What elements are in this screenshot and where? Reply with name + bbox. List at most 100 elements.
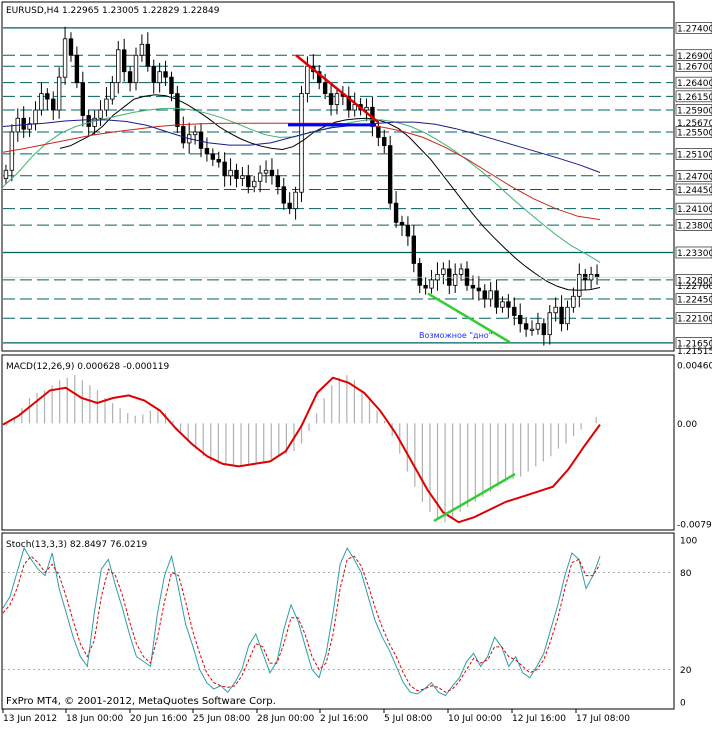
candle-body: [163, 71, 168, 78]
time-axis-label: 10 Jul 00:00: [448, 714, 502, 724]
candle-body: [51, 98, 56, 111]
candle-body: [470, 284, 476, 289]
candle-body: [506, 301, 511, 308]
price-axis-label: 1.26150: [677, 93, 712, 103]
candle-body: [364, 106, 369, 111]
candle-body: [252, 180, 257, 188]
candle-body: [86, 115, 91, 127]
price-axis-label: 1.22450: [677, 296, 712, 306]
candle-body: [571, 295, 576, 308]
candle-body: [181, 126, 186, 144]
price-label-box: [675, 90, 712, 103]
time-axis-label: 28 Jun 00:00: [257, 714, 314, 724]
candle-body: [80, 82, 85, 116]
price-label-box: [675, 246, 712, 259]
candle-body: [529, 328, 535, 331]
candle-body: [263, 169, 269, 174]
price-label-box: [675, 60, 712, 73]
candle-body: [535, 323, 541, 330]
candle-body: [74, 54, 80, 84]
candle-body: [393, 202, 399, 223]
green-support-trendline: [427, 292, 511, 344]
time-axis-label: 18 Jun 00:00: [66, 714, 123, 724]
candle-body: [139, 43, 145, 56]
time-axis-label: 20 Jun 16:00: [130, 714, 187, 724]
candle-body: [21, 117, 26, 130]
price-axis-label: 1.22800: [677, 276, 712, 286]
price-axis-label: 1.24450: [677, 186, 712, 196]
candle-body: [151, 65, 156, 84]
macd-axis-label: 0.00460: [677, 362, 712, 372]
candle-body: [121, 49, 127, 73]
candle-body: [169, 76, 174, 95]
macd-panel-frame: [1, 354, 675, 531]
candle-body: [56, 76, 62, 111]
stoch-panel-frame: [1, 532, 675, 710]
price-axis-label: 1.27400: [677, 24, 712, 34]
candle-body: [429, 279, 434, 289]
candle-body: [594, 273, 600, 278]
candle-body: [299, 93, 304, 193]
candle-body: [553, 306, 558, 314]
candle-body: [382, 137, 387, 147]
candle-body: [45, 93, 50, 100]
stoch-header: Stoch(13,3,3) 82.8497 76.0219: [6, 540, 147, 550]
copyright: FxPro MT4, © 2001-2012, MetaQuotes Softw…: [6, 696, 276, 707]
macd-header: MACD(12,26,9) 0.000628 -0.000119: [6, 362, 169, 372]
price-axis-label: 1.26700: [677, 63, 712, 73]
time-axis-label: 12 Jul 16:00: [512, 714, 566, 724]
candle-body: [216, 158, 221, 163]
candle-body: [281, 186, 286, 204]
candle-body: [68, 38, 74, 56]
price-label-box: [675, 148, 712, 160]
price-label-box: [675, 183, 712, 196]
price-label-box: [675, 126, 712, 138]
price-axis-label: 1.23300: [677, 249, 712, 259]
candle-body: [133, 54, 139, 84]
candle-body: [293, 191, 298, 210]
candle-body: [98, 109, 103, 119]
candle-body: [328, 93, 334, 105]
candle-body: [222, 161, 227, 177]
candle-body: [246, 175, 251, 188]
stoch-panel: 100 80 20 0: [2, 537, 697, 709]
time-axis-label: 17 Jul 08:00: [576, 714, 630, 724]
candle-body: [577, 273, 582, 297]
candle-body: [33, 109, 38, 125]
macd-green-trendline: [433, 472, 516, 523]
candle-body: [518, 315, 523, 325]
price-label-box: [675, 22, 712, 34]
time-axis-label: 25 Jun 08:00: [193, 714, 250, 724]
candle-body: [322, 82, 328, 95]
candle-body: [423, 284, 428, 289]
candle-body: [458, 268, 464, 275]
ma-red-line: [2, 122, 601, 221]
macd-axis-label: 0.00: [677, 420, 697, 430]
price-axis-label: 1.26900: [677, 52, 712, 62]
candle-body: [157, 71, 162, 84]
price-axis-label: 1.22700: [677, 282, 712, 292]
price-label-box: [675, 219, 712, 231]
candle-body: [287, 202, 292, 210]
candle-body: [39, 93, 44, 111]
candle-body: [257, 172, 263, 182]
macd-panel: 0.00460 0.00 -0.00794: [2, 362, 712, 531]
candle-body: [62, 38, 68, 78]
price-label-box: [675, 76, 712, 89]
price-axis-label: 1.22100: [677, 315, 712, 325]
candle-body: [175, 93, 180, 127]
candle-body: [3, 169, 9, 179]
stoch-main-line: [2, 546, 601, 697]
price-label-box: [675, 202, 712, 215]
price-header: EURUSD,H4 1.22965 1.23005 1.22829 1.2284…: [6, 6, 220, 16]
price-axis-label: 1.24700: [677, 172, 712, 182]
candle-body: [228, 169, 233, 177]
price-axis-label: 1.25670: [677, 119, 712, 129]
price-axis-label: 1.26400: [677, 79, 712, 89]
candle-body: [441, 268, 446, 275]
candle-body: [234, 169, 239, 179]
candle-body: [92, 117, 97, 127]
